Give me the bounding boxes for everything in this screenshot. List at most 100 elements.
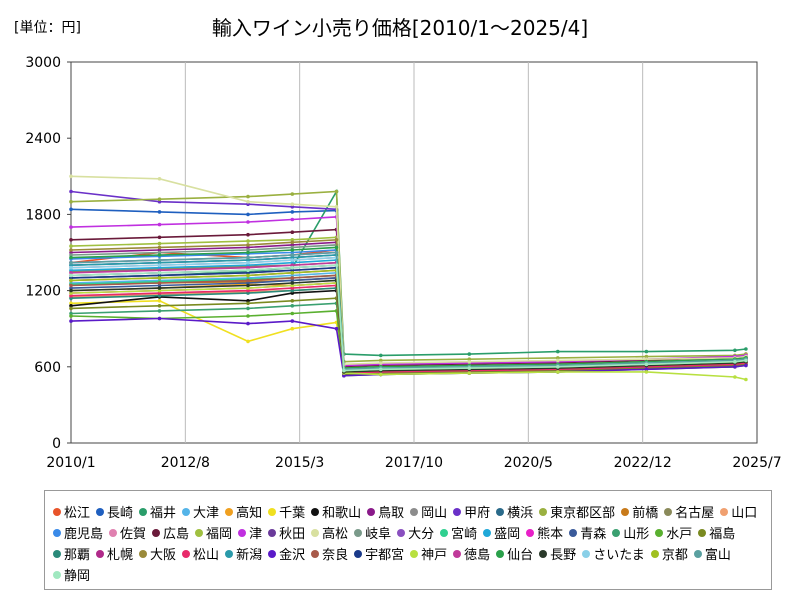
data-point — [644, 370, 649, 374]
x-tick-label: 2012/8 — [161, 455, 210, 471]
data-point — [246, 245, 250, 250]
data-point — [246, 263, 250, 268]
legend-marker — [238, 528, 247, 537]
legend-label: 佐賀 — [120, 527, 147, 542]
legend-marker — [96, 507, 105, 516]
data-point — [246, 291, 250, 295]
data-point — [246, 239, 250, 243]
data-point — [69, 250, 73, 255]
data-point — [157, 293, 162, 298]
data-point — [733, 375, 737, 379]
legend-label: 福島 — [709, 527, 736, 542]
series-line — [70, 188, 746, 357]
data-point — [379, 367, 383, 372]
legend-marker — [225, 507, 234, 516]
data-point — [644, 354, 649, 359]
data-point — [157, 241, 162, 246]
legend-item: 岡山 — [410, 501, 447, 522]
legend-item: 奈良 — [311, 543, 348, 564]
data-point — [69, 199, 73, 204]
data-point — [69, 271, 73, 275]
data-point — [644, 349, 649, 354]
data-point — [290, 263, 295, 268]
data-point — [246, 232, 250, 237]
legend-item: 那覇 — [53, 543, 90, 564]
legend-item: 長野 — [539, 543, 576, 564]
legend-marker — [53, 570, 61, 579]
data-point — [290, 230, 295, 234]
data-point — [69, 265, 73, 270]
data-point — [379, 353, 383, 358]
legend-marker — [182, 549, 191, 558]
series-line — [70, 190, 746, 363]
data-point — [246, 339, 250, 344]
data-point — [69, 207, 73, 212]
data-point — [69, 293, 73, 298]
legend-item: 岐阜 — [354, 522, 391, 543]
data-point — [334, 205, 339, 209]
data-point — [290, 281, 295, 285]
data-point — [69, 319, 73, 323]
legend-marker — [397, 528, 406, 537]
data-point — [733, 348, 737, 353]
legend-label: 大阪 — [150, 548, 177, 563]
legend-item: 徳島 — [453, 543, 490, 564]
data-point — [334, 245, 339, 250]
data-point — [157, 304, 162, 308]
legend-item: 鳥取 — [367, 501, 404, 522]
legend-marker — [496, 549, 505, 558]
legend-label: 高松 — [322, 527, 349, 542]
data-point — [69, 253, 73, 257]
legend-marker — [225, 549, 234, 558]
data-point — [334, 250, 339, 255]
legend-item: 東京都区部 — [539, 501, 615, 522]
data-point — [69, 314, 73, 318]
legend-marker — [139, 549, 148, 558]
data-point — [334, 263, 339, 268]
legend-label: 富山 — [704, 548, 731, 563]
data-point — [290, 248, 295, 252]
legend-item: 盛岡 — [483, 522, 520, 543]
legend-label: 大津 — [193, 506, 220, 521]
legend-item: 千葉 — [268, 501, 305, 522]
legend-marker — [139, 507, 148, 516]
data-point — [334, 189, 339, 194]
data-point — [246, 268, 250, 273]
legend-label: 和歌山 — [322, 506, 362, 521]
data-point — [69, 311, 73, 316]
legend-item: 名古屋 — [664, 501, 714, 522]
data-point — [290, 202, 295, 206]
data-point — [467, 371, 472, 375]
legend-marker — [268, 507, 277, 516]
legend-marker — [664, 507, 673, 516]
data-point — [69, 291, 73, 295]
legend-marker — [720, 507, 729, 516]
data-point — [69, 286, 73, 290]
legend-label: 仙台 — [507, 548, 534, 563]
legend-label: 水戸 — [666, 527, 693, 542]
data-point — [69, 244, 73, 248]
data-point — [290, 286, 295, 290]
data-point — [69, 278, 73, 283]
data-point — [246, 250, 250, 255]
data-point — [744, 347, 748, 351]
data-point — [157, 276, 162, 280]
legend-item: 静岡 — [53, 564, 90, 585]
data-point — [290, 291, 295, 295]
data-point — [69, 273, 73, 278]
data-point — [467, 366, 472, 370]
legend-label: 青森 — [580, 527, 607, 542]
legend-item: 宮崎 — [440, 522, 477, 543]
data-point — [157, 309, 162, 313]
legend-item: 大阪 — [139, 543, 176, 564]
data-point — [290, 217, 295, 222]
data-point — [157, 273, 162, 278]
legend-label: 前橋 — [632, 506, 659, 521]
legend-marker — [410, 507, 419, 516]
legend-label: 福岡 — [206, 527, 233, 542]
data-point — [290, 205, 295, 209]
legend-label: 静岡 — [64, 569, 91, 584]
legend-label: 長野 — [550, 548, 577, 563]
data-point — [246, 321, 250, 326]
data-point — [246, 199, 250, 204]
